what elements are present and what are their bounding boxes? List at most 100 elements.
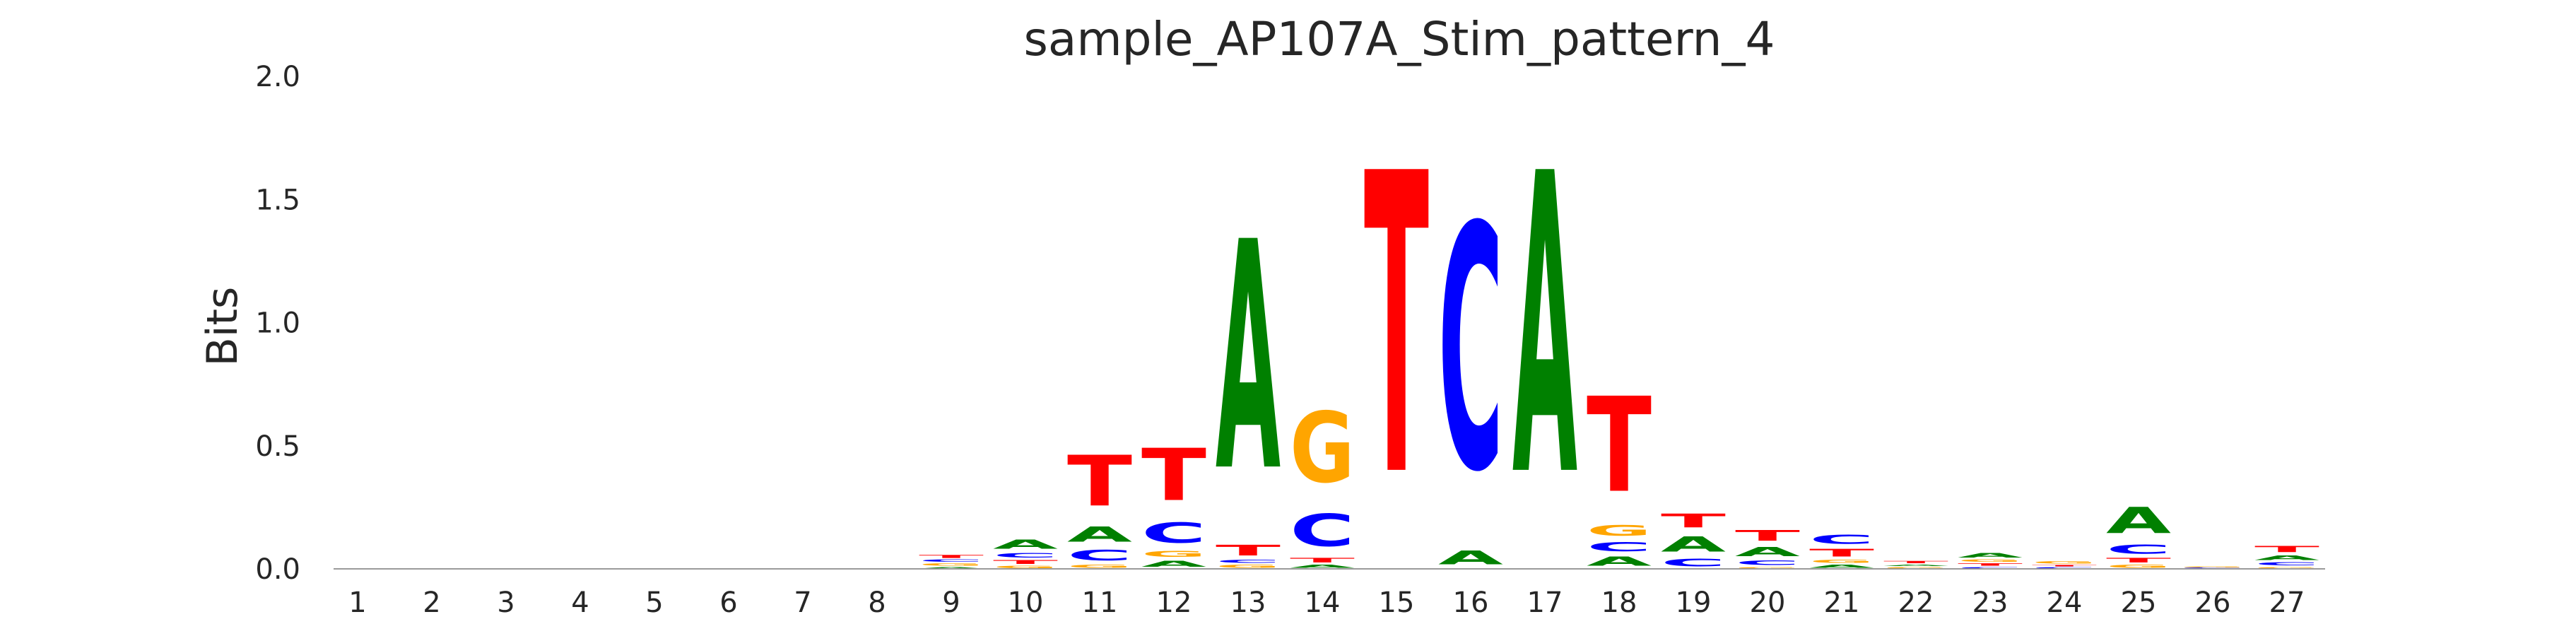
chart-title: sample_AP107A_Stim_pattern_4 (1024, 12, 1775, 66)
logo-letter-t: T (1290, 557, 1355, 564)
logo-letter-g: G (993, 565, 1058, 569)
logo-letter-c: C (1587, 539, 1652, 554)
logo-letter-c: C (1141, 517, 1206, 549)
logo-letter-a: A (1290, 564, 1355, 569)
logo-letter-c: C (1067, 547, 1132, 564)
logo-letter-a: A (1141, 559, 1206, 569)
logo-letter-a: A (1735, 544, 1800, 559)
logo-letter-g: G (2180, 567, 2245, 568)
logo-letter-g: G (1290, 392, 1355, 505)
logo-letter-a: A (1438, 547, 1503, 569)
x-tick-label: 26 (2195, 587, 2231, 619)
logo-letter-g: G (2254, 567, 2319, 569)
x-tick-label: 16 (1453, 587, 1489, 619)
x-tick-label: 24 (2047, 587, 2083, 619)
x-tick-label: 4 (571, 587, 589, 619)
x-tick-label: 23 (1972, 587, 2009, 619)
y-tick-label: 2.0 (255, 61, 300, 93)
logo-letter-t: T (2106, 557, 2171, 564)
x-tick-label: 1 (348, 587, 366, 619)
logo-letter-c: C (1216, 559, 1281, 564)
x-tick-label: 19 (1676, 587, 1712, 619)
y-axis-label: Bits (198, 287, 247, 367)
logo-letter-a: A (1661, 532, 1726, 556)
x-tick-label: 22 (1898, 587, 1934, 619)
logo-letter-t: T (1216, 542, 1281, 559)
x-tick-label: 27 (2269, 587, 2305, 619)
logo-letter-g: G (1067, 564, 1132, 569)
x-axis-ticks: 1 2 3 4 5 6 7 8 9 10 11 12 13 14 15 16 17 18 19 20 21 22 23 24 2… (348, 587, 2305, 619)
logo-letter-t: T (2254, 544, 2319, 554)
logo-letter-t: T (1067, 441, 1132, 522)
logo-letter-a: A (2254, 554, 2319, 561)
x-tick-label: 10 (1008, 587, 1044, 619)
y-axis-ticks: 0.0 0.5 1.0 1.5 2.0 (255, 61, 300, 586)
y-tick-label: 1.0 (255, 307, 300, 340)
x-tick-label: 8 (868, 587, 886, 619)
logo-letter-a: A (1958, 552, 2023, 559)
logo-letter-g: G (1141, 549, 1206, 559)
logo-letter-t: T (919, 554, 984, 559)
x-tick-label: 17 (1527, 587, 1563, 619)
x-tick-label: 18 (1601, 587, 1637, 619)
x-tick-label: 14 (1305, 587, 1341, 619)
logo-letter-c: C (1735, 559, 1800, 566)
logo-letter-t: T (1661, 510, 1726, 531)
logo-letter-c: C (993, 552, 1058, 559)
logo-letter-c: C (1290, 505, 1355, 557)
logo-letter-g: G (1809, 559, 1874, 564)
logo-letter-a: A (1587, 554, 1652, 569)
logo-letter-g: G (1958, 559, 2023, 563)
logo-letter-c: C (2032, 567, 2097, 569)
x-tick-label: 7 (794, 587, 811, 619)
logo-letter-t: T (1141, 434, 1206, 517)
logo-letter-t: T (2032, 565, 2097, 567)
logo-letter-a: A (2106, 500, 2171, 541)
logo-letter-g: G (1587, 522, 1652, 539)
logo-letter-c: C (919, 559, 984, 563)
logo-letter-g: G (2106, 564, 2171, 569)
logo-letter-g: G (1735, 567, 1800, 569)
logo-letter-t: T (1809, 547, 1874, 559)
logo-letter-g: G (919, 563, 984, 566)
x-tick-label: 25 (2121, 587, 2157, 619)
logo-letter-c: C (2254, 562, 2319, 567)
x-tick-label: 15 (1379, 587, 1415, 619)
logo-letter-c: C (1958, 567, 2023, 569)
logo-letter-t: T (1883, 560, 1948, 564)
logo-letter-a: A (1216, 175, 1281, 541)
x-tick-label: 11 (1082, 587, 1118, 619)
logo-letter-c: C (1661, 557, 1726, 569)
logo-letter-t: T (1587, 370, 1652, 522)
x-tick-label: 13 (1230, 587, 1266, 619)
x-tick-label: 3 (497, 587, 514, 619)
x-tick-label: 5 (645, 587, 663, 619)
logo-letter-a: A (1512, 88, 1578, 567)
x-tick-label: 12 (1156, 587, 1192, 619)
y-tick-label: 0.0 (255, 553, 300, 586)
y-tick-label: 0.5 (255, 430, 300, 463)
x-tick-label: 9 (942, 587, 960, 619)
logo-letter-g: G (2032, 560, 2097, 564)
logo-letter-a: A (1809, 564, 1874, 569)
x-tick-label: 6 (719, 587, 737, 619)
x-tick-label: 21 (1824, 587, 1860, 619)
logo-letter-a: A (919, 567, 984, 569)
logo-letter-a: A (1883, 564, 1948, 566)
logo-letter-c: C (1809, 532, 1874, 547)
logo-letter-g: G (1216, 564, 1281, 569)
logo-letter-t: T (1364, 87, 1430, 567)
logo-letter-c: C (1438, 155, 1503, 546)
x-tick-label: 2 (423, 587, 440, 619)
logo-letter-t: T (993, 559, 1058, 565)
y-tick-label: 1.5 (255, 184, 300, 216)
logo-letter-a: A (1067, 522, 1132, 546)
logo-letter-g: G (1883, 567, 1948, 569)
logo-letter-c: C (2106, 542, 2171, 557)
logo-letter-a: A (993, 537, 1058, 552)
logo-letter-t: T (1958, 563, 2023, 566)
logo-letter-t: T (1735, 527, 1800, 544)
x-tick-label: 20 (1750, 587, 1786, 619)
